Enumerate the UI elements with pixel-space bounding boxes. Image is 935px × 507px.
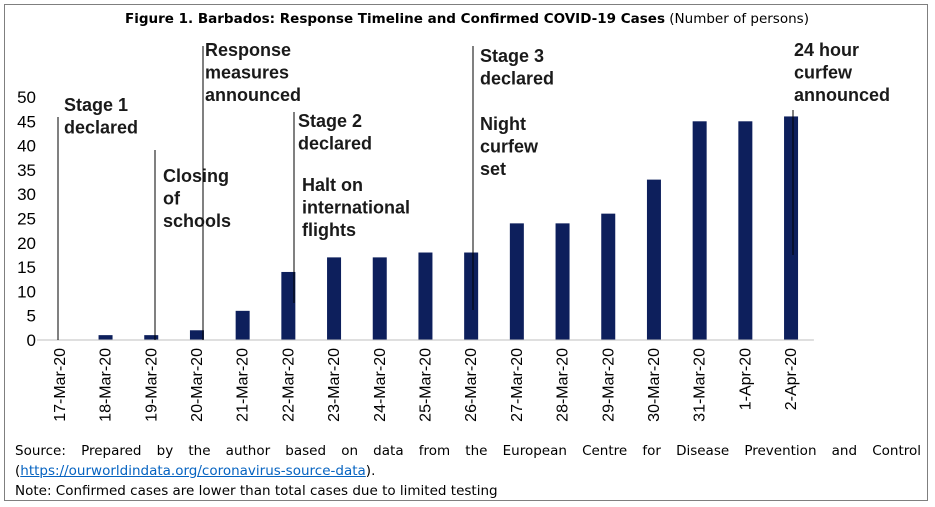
- x-tick-label: 18-Mar-20: [98, 348, 115, 422]
- bar: [144, 335, 159, 340]
- timeline-annotation-line: Stage 1: [64, 95, 128, 115]
- bar: [692, 121, 707, 340]
- x-tick-label: 25-Mar-20: [417, 348, 434, 422]
- timeline-annotation-line: schools: [163, 211, 231, 231]
- figure-frame: Figure 1. Barbados: Response Timeline an…: [4, 4, 928, 501]
- timeline-annotation: 24 hour curfew announced: [794, 40, 890, 105]
- timeline-annotation-line: flights: [302, 220, 356, 240]
- x-tick-label: 29-Mar-20: [600, 348, 617, 422]
- x-tick-label: 21-Mar-20: [235, 348, 252, 422]
- timeline-annotation-line: Response: [205, 40, 291, 60]
- bar: [189, 330, 204, 340]
- bar: [281, 271, 296, 340]
- x-tick-label: 22-Mar-20: [280, 348, 297, 422]
- y-tick-label: 5: [27, 307, 36, 326]
- y-tick-label: 10: [17, 282, 36, 301]
- x-tick-label: 1-Apr-20: [737, 348, 754, 410]
- timeline-annotation-line: Closing: [163, 166, 229, 186]
- x-tick-label: 24-Mar-20: [372, 348, 389, 422]
- bar: [555, 223, 570, 340]
- figure-title-unit: (Number of persons): [665, 11, 809, 27]
- timeline-annotation: Stage 1 declared: [64, 95, 138, 138]
- y-tick-label: 40: [17, 137, 36, 156]
- timeline-annotation: Response measures announced: [205, 40, 301, 105]
- timeline-annotation-line: curfew: [480, 137, 539, 157]
- bar: [418, 252, 433, 340]
- bar: [235, 310, 250, 340]
- timeline-annotation-line: declared: [64, 118, 138, 138]
- x-tick-label: 20-Mar-20: [189, 348, 206, 422]
- timeline-annotation: Stage 2 declared: [298, 111, 372, 154]
- timeline-annotation-line: international: [302, 198, 410, 218]
- bar: [372, 257, 387, 340]
- source-suffix: ).: [365, 463, 376, 479]
- bar: [464, 252, 479, 340]
- x-tick-label: 26-Mar-20: [463, 348, 480, 422]
- bar: [509, 223, 524, 340]
- timeline-annotation-line: set: [480, 159, 506, 179]
- bar: [784, 116, 799, 340]
- x-tick-label: 2-Apr-20: [783, 348, 800, 410]
- timeline-annotation-line: declared: [480, 69, 554, 89]
- y-tick-label: 50: [17, 88, 36, 107]
- x-tick-label: 28-Mar-20: [555, 348, 572, 422]
- timeline-annotation-line: Night: [480, 114, 526, 134]
- x-tick-label: 31-Mar-20: [692, 348, 709, 422]
- y-tick-label: 25: [17, 210, 36, 229]
- y-tick-label: 35: [17, 161, 36, 180]
- footnote: Note: Confirmed cases are lower than tot…: [15, 483, 498, 499]
- figure-title: Figure 1. Barbados: Response Timeline an…: [5, 11, 929, 27]
- x-tick-label: 19-Mar-20: [143, 348, 160, 422]
- timeline-annotation: Night curfew set: [480, 114, 539, 179]
- y-tick-label: 30: [17, 185, 36, 204]
- timeline-annotation-line: Stage 2: [298, 111, 362, 131]
- timeline-annotation-line: Halt on: [302, 175, 363, 195]
- figure-title-main: Figure 1. Barbados: Response Timeline an…: [125, 11, 665, 27]
- y-tick-label: 45: [17, 112, 36, 131]
- x-axis: 17-Mar-20 18-Mar-20 19-Mar-20 20-Mar-20 21-M…: [52, 348, 800, 422]
- bar: [98, 335, 113, 340]
- source-prefix: Source: Prepared by the author based on …: [15, 443, 921, 479]
- x-tick-label: 23-Mar-20: [326, 348, 343, 422]
- bar: [646, 179, 661, 340]
- timeline-annotation-line: of: [163, 189, 181, 209]
- timeline-annotation-line: 24 hour: [794, 40, 859, 60]
- x-tick-label: 17-Mar-20: [52, 348, 69, 422]
- y-tick-label: 20: [17, 234, 36, 253]
- y-tick-label: 0: [27, 331, 36, 350]
- timeline-annotation-line: announced: [205, 85, 301, 105]
- source-link[interactable]: https://ourworldindata.org/coronavirus-s…: [20, 463, 366, 479]
- timeline-markers: [57, 46, 794, 340]
- y-axis: 0 5 10 15 20 25 30 35 40 45 50: [17, 88, 36, 350]
- bar: [738, 121, 753, 340]
- timeline-annotations: Stage 1 declared Closing of schools Response m…: [64, 40, 890, 240]
- timeline-annotation: Stage 3 declared: [480, 46, 554, 89]
- timeline-annotation-line: Stage 3: [480, 46, 544, 66]
- x-tick-label: 27-Mar-20: [509, 348, 526, 422]
- timeline-annotation-line: measures: [205, 63, 289, 83]
- bar: [601, 213, 616, 340]
- timeline-annotation: Closing of schools: [163, 166, 231, 231]
- timeline-annotation-line: declared: [298, 134, 372, 154]
- bars: [98, 116, 799, 340]
- timeline-annotation-line: curfew: [794, 63, 853, 83]
- y-tick-label: 15: [17, 258, 36, 277]
- bar: [327, 257, 342, 340]
- timeline-annotation: Halt on international flights: [302, 175, 410, 240]
- source-note: Source: Prepared by the author based on …: [15, 441, 921, 481]
- x-tick-label: 30-Mar-20: [646, 348, 663, 422]
- timeline-annotation-line: announced: [794, 85, 890, 105]
